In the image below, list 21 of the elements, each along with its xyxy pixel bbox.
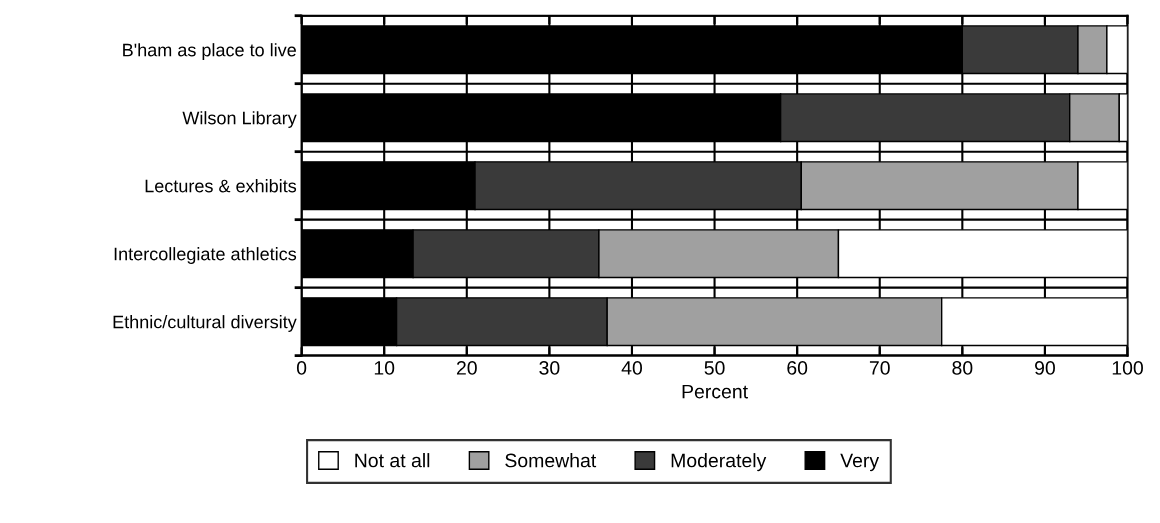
x-tick-label: 80 xyxy=(952,361,973,375)
legend-label: Moderately xyxy=(671,453,767,472)
legend-label: Very xyxy=(840,453,880,472)
legend-label: Not at all xyxy=(355,453,430,468)
y-tick-label: Ethnic/cultural diversity xyxy=(113,315,297,332)
x-tick-label: 10 xyxy=(374,361,395,375)
x-tick-label: 20 xyxy=(456,361,477,375)
y-tick-label: B'ham as place to live xyxy=(123,43,296,60)
y-tick-label: Intercollegiate athletics xyxy=(114,247,297,264)
x-tick-label: 0 xyxy=(296,361,307,375)
x-tick-label: 40 xyxy=(621,361,643,375)
x-tick-label: 30 xyxy=(539,361,560,375)
x-tick-label: 100 xyxy=(1112,361,1143,375)
x-tick-label: 70 xyxy=(869,361,890,375)
y-tick-label: Wilson Library xyxy=(182,111,297,128)
x-tick-label: 90 xyxy=(1035,361,1055,375)
x-axis-title: Percent xyxy=(682,384,748,399)
x-tick-label: 50 xyxy=(704,361,725,375)
legend-label: Somewhat xyxy=(505,453,597,468)
y-tick-label: Lectures & exhibits xyxy=(145,179,297,193)
x-tick-label: 60 xyxy=(787,361,808,375)
